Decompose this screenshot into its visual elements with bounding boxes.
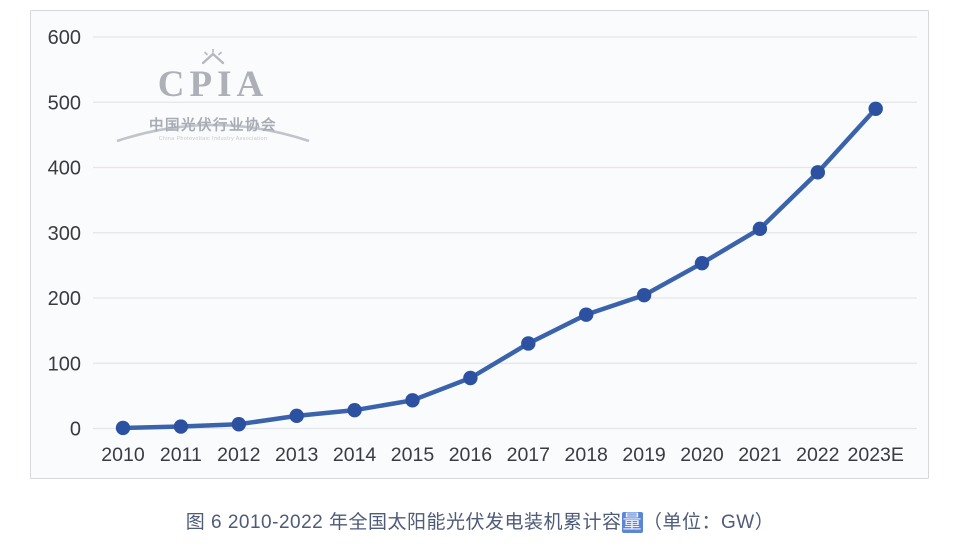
gridlines — [93, 36, 917, 430]
chart-panel: 0 100 200 300 400 500 600 2010 2011 2012 2013 2014 2… — [30, 10, 929, 479]
data-point-2021 — [752, 221, 768, 237]
svg-text:2010: 2010 — [101, 444, 145, 466]
svg-text:200: 200 — [48, 288, 81, 310]
svg-text:2014: 2014 — [333, 444, 377, 466]
data-point-2020 — [694, 255, 710, 271]
data-point-2012 — [231, 417, 246, 432]
svg-text:2018: 2018 — [565, 444, 608, 466]
data-series-points — [115, 101, 883, 436]
data-point-2019 — [636, 287, 652, 303]
svg-text:2021: 2021 — [738, 444, 781, 466]
caption-highlighted-char: 量 — [621, 512, 644, 533]
svg-text:2016: 2016 — [449, 444, 492, 466]
svg-text:100: 100 — [48, 353, 81, 375]
data-point-2022 — [810, 165, 825, 180]
caption-text: 图 6 2010-2022 年全国太阳能光伏发电装机累计容 — [185, 512, 622, 533]
data-point-2016 — [463, 370, 478, 386]
svg-text:400: 400 — [48, 158, 81, 180]
svg-text:2013: 2013 — [275, 444, 318, 466]
svg-text:600: 600 — [48, 27, 81, 49]
data-series-line — [120, 106, 878, 431]
svg-text:2012: 2012 — [217, 444, 260, 466]
svg-text:0: 0 — [70, 419, 81, 441]
data-point-2018 — [579, 307, 594, 322]
data-point-2010 — [115, 420, 131, 436]
data-point-2015 — [405, 393, 420, 408]
data-point-2013 — [289, 408, 304, 424]
svg-text:2011: 2011 — [160, 444, 202, 466]
y-axis-tick-labels: 0 100 200 300 400 500 600 — [48, 27, 81, 441]
data-point-2023E — [868, 101, 883, 116]
svg-text:2023E: 2023E — [848, 444, 904, 466]
svg-text:300: 300 — [48, 223, 81, 245]
data-point-2011 — [173, 419, 189, 434]
caption-unit: （单位：GW） — [643, 512, 775, 533]
svg-text:2022: 2022 — [796, 444, 839, 466]
svg-text:2015: 2015 — [391, 444, 435, 466]
svg-text:2019: 2019 — [622, 444, 665, 466]
data-point-2014 — [347, 402, 362, 418]
svg-text:2017: 2017 — [507, 444, 550, 466]
data-point-2017 — [521, 336, 536, 351]
x-axis-tick-labels: 2010 2011 2012 2013 2014 2015 2016 2017 2018 2019… — [101, 444, 904, 466]
svg-text:2020: 2020 — [680, 444, 724, 466]
svg-text:500: 500 — [48, 92, 81, 114]
chart-caption: 图 6 2010-2022 年全国太阳能光伏发电装机累计容量（单位：GW） — [0, 507, 960, 534]
